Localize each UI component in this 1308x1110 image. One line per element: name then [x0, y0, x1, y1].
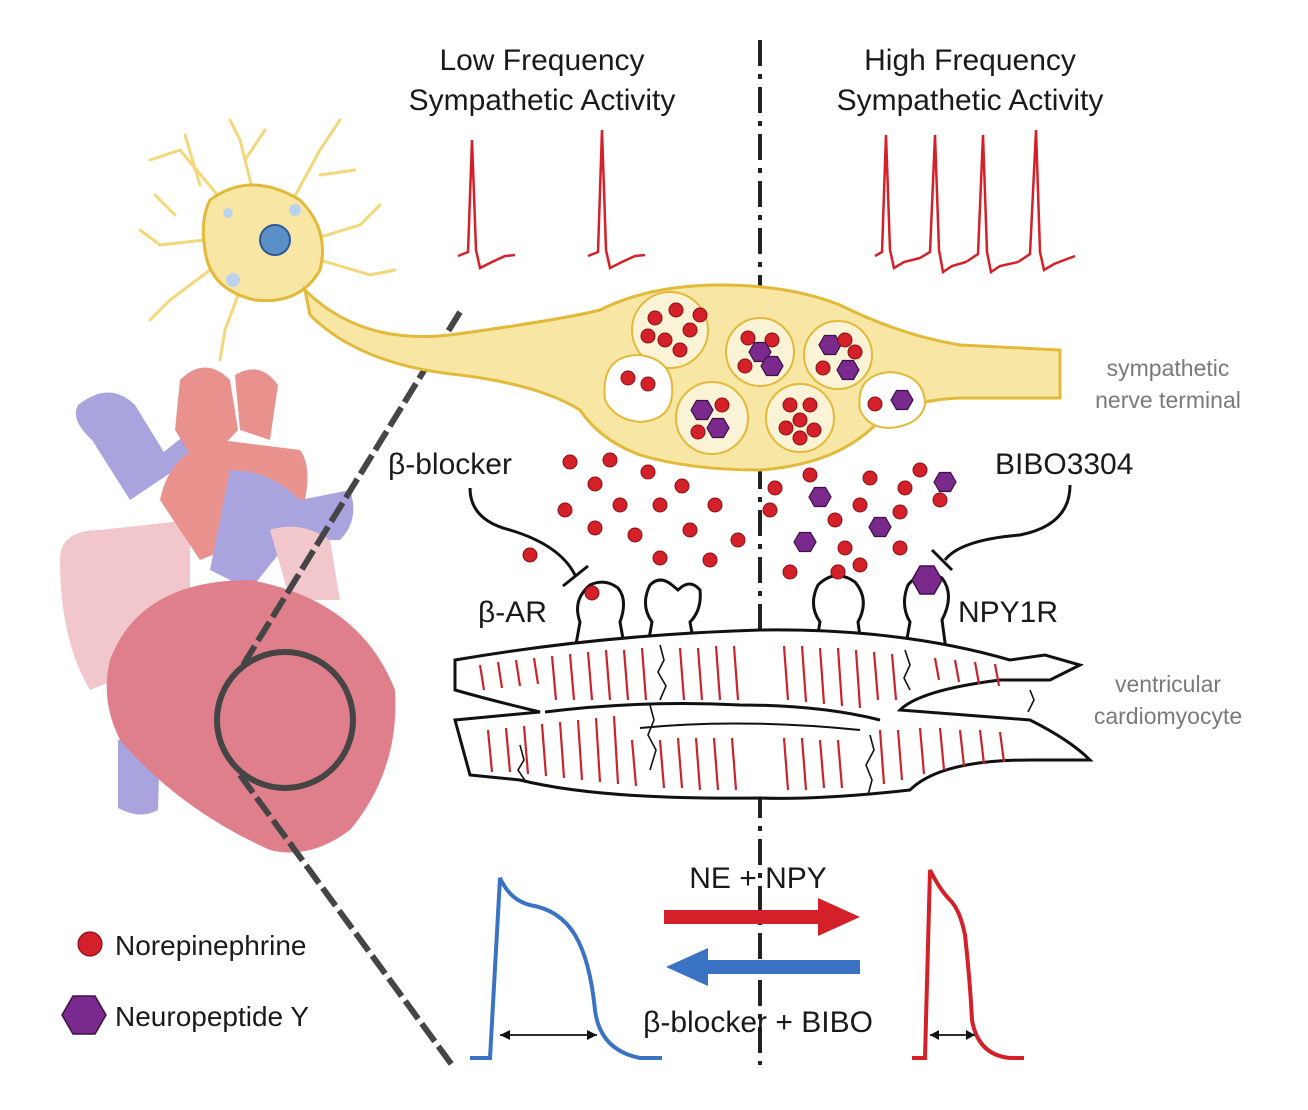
short-action-potential: [912, 869, 1024, 1060]
short-apd-arrowhead-left: [930, 1030, 939, 1040]
vesicle: [765, 383, 835, 453]
zoom-line-bottom: [237, 773, 455, 1067]
forward-arrow-label: NE + NPY: [689, 862, 827, 895]
myocyte-label-line2: cardiomyocyte: [1094, 703, 1242, 729]
heart-icon: [60, 367, 396, 853]
legend-norepinephrine: Norepinephrine: [115, 930, 306, 961]
long-action-potential: [470, 877, 662, 1060]
fusing-vesicle: [603, 353, 674, 424]
vesicle: [803, 320, 873, 390]
high-frequency-title-line1: High Frequency: [864, 44, 1076, 77]
terminal-label-line2: nerve terminal: [1095, 387, 1241, 413]
bibo-inhibition-bar: [930, 548, 954, 572]
legend: Norepinephrine Neuropeptide Y: [61, 930, 309, 1035]
reverse-arrow: [666, 948, 860, 986]
zoom-line-top: [237, 310, 463, 672]
npy1r-label: NPY1R: [958, 596, 1058, 629]
vesicle: [675, 381, 749, 455]
fusing-vesicle: [858, 370, 927, 430]
reverse-arrow-label: β-blocker + BIBO: [643, 1006, 873, 1039]
terminal-label-line1: sympathetic: [1107, 355, 1230, 381]
cardiomyocyte: [453, 628, 1094, 800]
neuron-icon: [138, 118, 397, 362]
vesicle: [725, 317, 795, 387]
bound-npy: [911, 565, 943, 595]
myocyte-label-line1: ventricular: [1115, 671, 1221, 697]
bibo-inhibition-line: [943, 484, 1072, 561]
bibo-label: BIBO3304: [995, 448, 1133, 481]
high-frequency-title-line2: Sympathetic Activity: [837, 84, 1104, 117]
low-frequency-title-line1: Low Frequency: [439, 44, 644, 77]
beta-blocker-label: β-blocker: [388, 448, 512, 481]
long-apd-arrowhead-left: [500, 1030, 510, 1040]
neuropeptide-y-legend-icon: [61, 995, 107, 1035]
legend-neuropeptide-y: Neuropeptide Y: [115, 1001, 309, 1032]
low-frequency-title-line2: Sympathetic Activity: [409, 84, 676, 117]
low-frequency-spikes: [457, 129, 646, 270]
beta-blocker-inhibition-bar: [562, 564, 589, 588]
forward-arrow: [664, 898, 860, 936]
norepinephrine-legend-icon: [77, 931, 103, 957]
short-apd-arrowhead-right: [966, 1030, 975, 1040]
vesicle: [631, 291, 709, 369]
beta-ar-label: β-AR: [478, 596, 547, 629]
high-frequency-spikes: [874, 129, 1076, 275]
beta-blocker-inhibition-line: [468, 487, 577, 576]
long-apd-arrowhead-right: [587, 1030, 597, 1040]
